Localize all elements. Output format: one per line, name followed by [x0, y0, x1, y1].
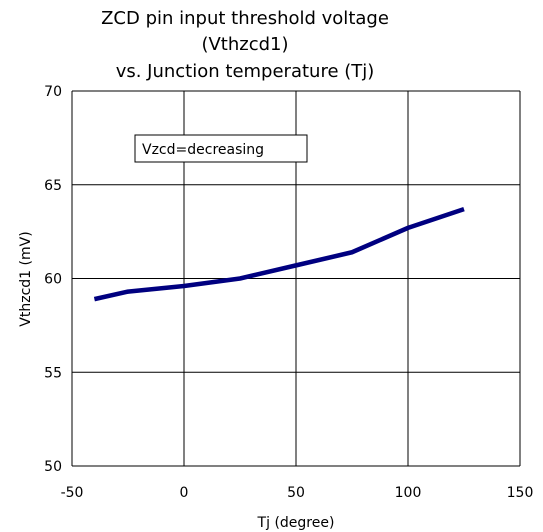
x-tick-labels: -50 0 50 100 150 [61, 485, 534, 501]
y-tick-labels: 50 55 60 65 70 [44, 84, 62, 475]
annotation-text: Vzcd=decreasing [142, 142, 264, 158]
x-tick-label: 0 [180, 485, 189, 501]
y-tick-label: 55 [44, 365, 62, 381]
x-tick-label: -50 [61, 485, 84, 501]
x-tick-label: 150 [507, 485, 534, 501]
y-tick-label: 50 [44, 459, 62, 475]
chart-title-line-2: (Vthzcd1) [201, 34, 288, 55]
y-tick-label: 60 [44, 272, 62, 288]
y-tick-label: 70 [44, 84, 62, 100]
y-axis-label: Vthzcd1 (mV) [18, 231, 34, 326]
x-axis-label: Tj (degree) [257, 515, 335, 531]
x-tick-label: 50 [287, 485, 305, 501]
annotation-box: Vzcd=decreasing [135, 135, 307, 162]
chart-title-line-3: vs. Junction temperature (Tj) [116, 61, 375, 82]
chart-title-line-1: ZCD pin input threshold voltage [101, 8, 389, 29]
x-tick-label: 100 [395, 485, 422, 501]
y-tick-label: 65 [44, 178, 62, 194]
series-line-0 [94, 209, 464, 299]
series-layer [94, 209, 464, 299]
